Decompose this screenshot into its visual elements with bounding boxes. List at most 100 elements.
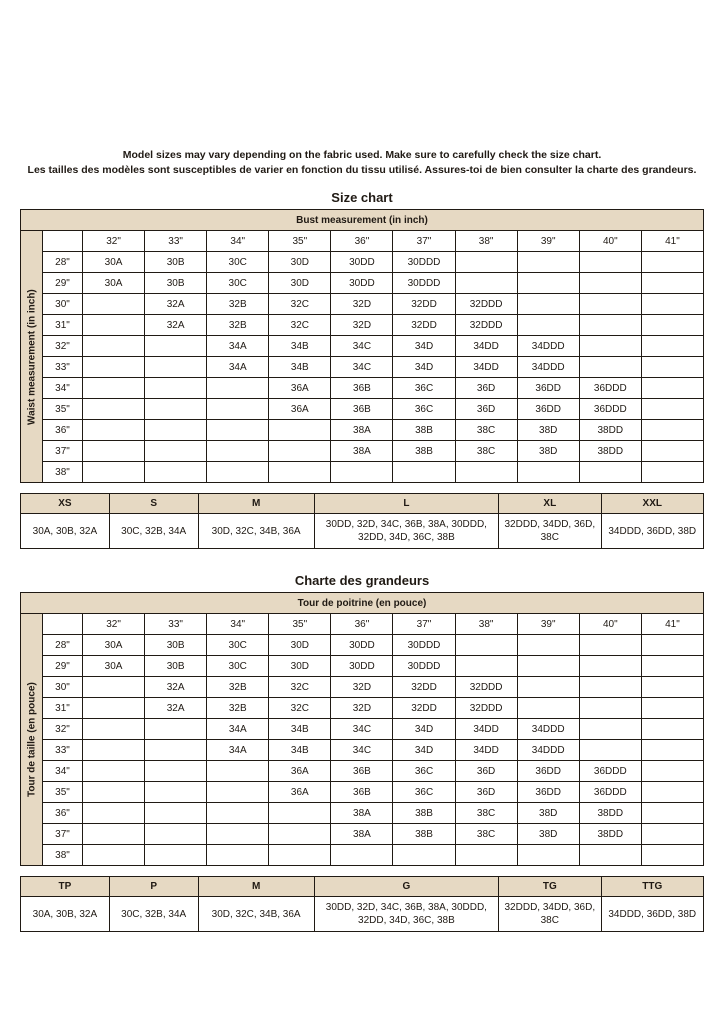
size-category-header: M [198, 494, 314, 514]
size-cell [641, 336, 703, 357]
bust-col-label: 38" [455, 231, 517, 252]
corner-cell [43, 231, 83, 252]
bust-col-label: 35" [269, 231, 331, 252]
size-cell [83, 357, 145, 378]
size-cell [145, 357, 207, 378]
size-cell: 32A [145, 315, 207, 336]
size-cell [83, 441, 145, 462]
size-cell [207, 824, 269, 845]
size-cell: 36D [455, 399, 517, 420]
waist-header-band: Waist measurement (in inch) [21, 231, 43, 483]
size-category-value: 32DDD, 34DD, 36D, 38C [499, 897, 601, 932]
size-cell [641, 656, 703, 677]
bust-col-label: 33" [145, 231, 207, 252]
size-cell [579, 698, 641, 719]
size-cell [455, 635, 517, 656]
size-cell: 30D [269, 273, 331, 294]
size-cell [579, 336, 641, 357]
waist-row-label: 34" [43, 378, 83, 399]
size-cell: 32C [269, 677, 331, 698]
size-category-header: TP [21, 877, 110, 897]
size-cell: 32A [145, 677, 207, 698]
size-cell: 36DD [517, 761, 579, 782]
size-cell: 32DD [393, 677, 455, 698]
size-category-header: XL [499, 494, 601, 514]
size-cell: 36DDD [579, 378, 641, 399]
size-cell [641, 803, 703, 824]
size-cell [579, 635, 641, 656]
size-chart-title-fr: Charte des grandeurs [20, 573, 704, 588]
waist-row-label: 29" [43, 656, 83, 677]
size-cell: 34DDD [517, 719, 579, 740]
size-cell [641, 719, 703, 740]
size-cell: 36A [269, 782, 331, 803]
size-cell [641, 635, 703, 656]
waist-row-label: 35" [43, 782, 83, 803]
size-cell: 36A [269, 378, 331, 399]
waist-row-label: 28" [43, 252, 83, 273]
size-cell: 36DDD [579, 399, 641, 420]
size-cell [83, 719, 145, 740]
size-cell: 30DDD [393, 273, 455, 294]
bust-col-label: 39" [517, 231, 579, 252]
intro-text: Model sizes may vary depending on the fa… [20, 148, 704, 178]
size-cell [579, 273, 641, 294]
size-cell: 30B [145, 273, 207, 294]
size-cell: 38DD [579, 803, 641, 824]
size-cell: 34D [393, 740, 455, 761]
bust-col-label: 34" [207, 614, 269, 635]
size-cell [83, 824, 145, 845]
size-cell: 34B [269, 357, 331, 378]
size-cell [207, 845, 269, 866]
waist-row-label: 31" [43, 315, 83, 336]
size-cell: 38B [393, 803, 455, 824]
page-root: Model sizes may vary depending on the fa… [0, 0, 724, 972]
size-cell: 38C [455, 441, 517, 462]
size-cell [641, 378, 703, 399]
size-cell [517, 677, 579, 698]
size-cell [207, 420, 269, 441]
size-cell: 32B [207, 698, 269, 719]
size-cell [579, 357, 641, 378]
size-cell: 36C [393, 761, 455, 782]
bust-col-label: 41" [641, 614, 703, 635]
size-cell [641, 252, 703, 273]
size-cell: 32D [331, 698, 393, 719]
size-cell [145, 740, 207, 761]
bust-col-label: 40" [579, 231, 641, 252]
waist-row-label: 32" [43, 336, 83, 357]
size-cell [145, 462, 207, 483]
size-cell [83, 420, 145, 441]
size-cell: 38C [455, 803, 517, 824]
size-cell: 30B [145, 635, 207, 656]
size-cell: 38DD [579, 420, 641, 441]
size-cell: 36A [269, 761, 331, 782]
bust-col-label: 33" [145, 614, 207, 635]
size-cell [393, 845, 455, 866]
size-cell: 30D [269, 656, 331, 677]
size-cell [145, 441, 207, 462]
size-cell: 34D [393, 336, 455, 357]
waist-row-label: 37" [43, 441, 83, 462]
waist-row-label: 30" [43, 294, 83, 315]
size-cell: 30A [83, 273, 145, 294]
size-category-header: G [314, 877, 498, 897]
size-cell: 30D [269, 252, 331, 273]
size-cell [579, 462, 641, 483]
size-cell [145, 378, 207, 399]
size-cell [517, 273, 579, 294]
size-cell [641, 782, 703, 803]
size-cell [145, 803, 207, 824]
size-cell: 36B [331, 761, 393, 782]
size-cell: 32DDD [455, 677, 517, 698]
size-cell: 30A [83, 635, 145, 656]
bust-col-label: 36" [331, 614, 393, 635]
size-cell: 30A [83, 656, 145, 677]
size-cell [83, 336, 145, 357]
waist-row-label: 35" [43, 399, 83, 420]
size-cell [517, 252, 579, 273]
size-cell [517, 656, 579, 677]
bust-col-label: 36" [331, 231, 393, 252]
size-cell: 34D [393, 719, 455, 740]
size-cell [83, 399, 145, 420]
